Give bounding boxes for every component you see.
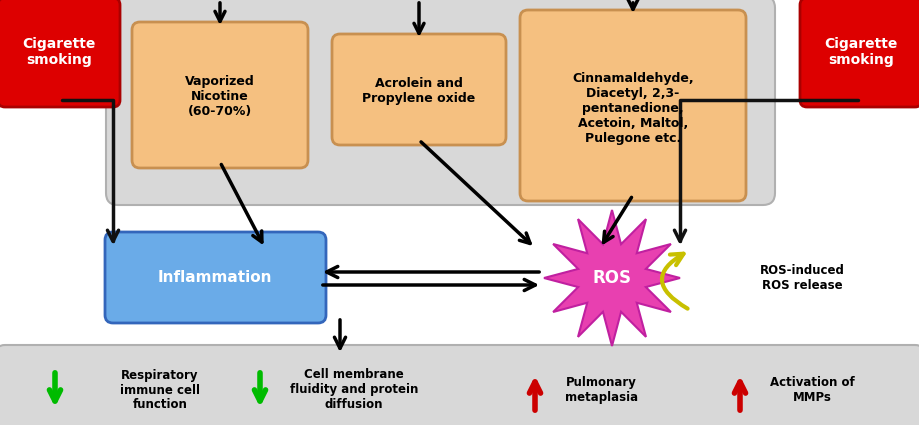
FancyBboxPatch shape — [106, 0, 774, 205]
Text: Activation of
MMPs: Activation of MMPs — [769, 376, 854, 404]
Text: ROS-induced
ROS release: ROS-induced ROS release — [759, 264, 844, 292]
FancyBboxPatch shape — [105, 232, 325, 323]
FancyBboxPatch shape — [131, 22, 308, 168]
Text: Cigarette
smoking: Cigarette smoking — [823, 37, 897, 67]
Text: ROS: ROS — [592, 269, 630, 287]
Text: Pulmonary
metaplasia: Pulmonary metaplasia — [564, 376, 638, 404]
FancyBboxPatch shape — [0, 0, 119, 107]
FancyBboxPatch shape — [519, 10, 745, 201]
FancyBboxPatch shape — [0, 345, 919, 425]
Text: Cigarette
smoking: Cigarette smoking — [22, 37, 96, 67]
FancyBboxPatch shape — [332, 34, 505, 145]
Text: Acrolein and
Propylene oxide: Acrolein and Propylene oxide — [362, 77, 475, 105]
Polygon shape — [543, 210, 679, 346]
Text: Cinnamaldehyde,
Diacetyl, 2,3-
pentanedione,
Acetoin, Maltol,
Pulegone etc.: Cinnamaldehyde, Diacetyl, 2,3- pentanedi… — [572, 71, 693, 144]
Text: Respiratory
immune cell
function: Respiratory immune cell function — [119, 368, 199, 411]
FancyBboxPatch shape — [800, 0, 919, 107]
Text: Inflammation: Inflammation — [157, 270, 272, 286]
Text: Cell membrane
fluidity and protein
diffusion: Cell membrane fluidity and protein diffu… — [289, 368, 418, 411]
Text: Vaporized
Nicotine
(60-70%): Vaporized Nicotine (60-70%) — [185, 74, 255, 117]
